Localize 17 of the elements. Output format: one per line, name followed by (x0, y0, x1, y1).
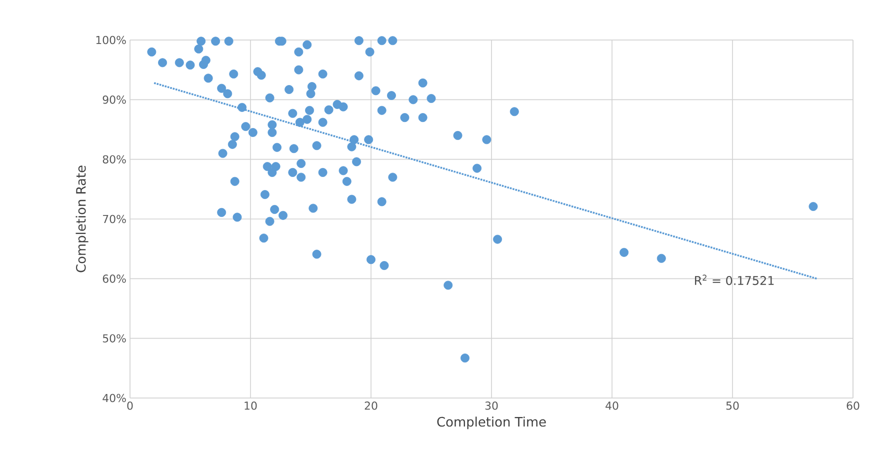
x-axis-title: Completion Time (437, 416, 546, 430)
x-tick-label: 60 (846, 402, 860, 410)
annotation: R$^{2}$ = 0.17521 (695, 274, 774, 286)
y-tick-label: 70% (103, 214, 126, 224)
x-tick-label: 30 (485, 402, 498, 410)
y-tick-label: 40% (102, 394, 126, 402)
x-tick-label: 20 (364, 402, 378, 410)
x-tick-label: 0 (127, 402, 133, 410)
x-tick-label: 10 (244, 402, 257, 410)
y-tick-label: 80% (102, 155, 126, 164)
y-tick-label: 50% (102, 334, 126, 342)
x-tick-label: 40 (606, 402, 618, 410)
y-tick-label: 60% (102, 274, 126, 283)
y-tick-label: 100% (96, 36, 126, 44)
y-tick-label: 90% (102, 96, 126, 104)
y-axis-title: Completion Rate (76, 166, 88, 272)
x-tick-label: 50 (726, 402, 739, 410)
